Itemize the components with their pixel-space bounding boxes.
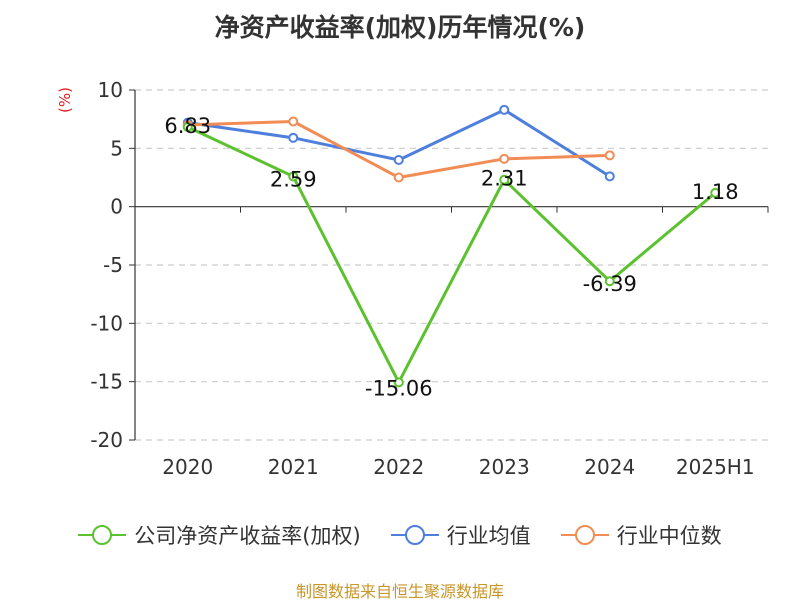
legend-item-industry-mean[interactable]: 行业均值 bbox=[390, 520, 531, 550]
legend-label: 行业均值 bbox=[446, 524, 531, 548]
legend-label: 行业中位数 bbox=[616, 524, 722, 548]
data-point bbox=[604, 150, 615, 161]
data-label: 2.31 bbox=[481, 167, 528, 191]
data-point bbox=[710, 187, 721, 198]
data-point bbox=[604, 276, 615, 287]
series-line bbox=[187, 120, 610, 179]
data-point bbox=[288, 132, 299, 143]
data-point bbox=[288, 171, 299, 182]
x-tick-label: 2023 bbox=[479, 455, 530, 479]
data-label: 1.18 bbox=[692, 180, 739, 204]
y-tick-label: -10 bbox=[90, 311, 123, 335]
data-point bbox=[288, 116, 299, 127]
series-line bbox=[187, 108, 611, 178]
legend-label: 公司净资产收益率(加权) bbox=[134, 524, 361, 548]
y-tick-label: -5 bbox=[103, 253, 123, 277]
x-tick-label: 2024 bbox=[584, 455, 635, 479]
legend-marker-icon bbox=[560, 525, 609, 545]
data-point bbox=[604, 171, 615, 182]
data-source-note: 制图数据来自恒生聚源数据库 bbox=[295, 582, 504, 601]
y-tick-label: 10 bbox=[98, 78, 123, 102]
x-tick-label: 2020 bbox=[162, 455, 213, 479]
data-label: 2.59 bbox=[270, 167, 317, 191]
series-line bbox=[187, 125, 717, 384]
data-label: -6.39 bbox=[583, 272, 637, 296]
x-tick-label: 2022 bbox=[373, 455, 424, 479]
legend-item-company-roe[interactable]: 公司净资产收益率(加权) bbox=[78, 520, 361, 550]
data-label: -15.06 bbox=[365, 376, 433, 400]
legend-marker-icon bbox=[390, 525, 439, 545]
data-label: 6.83 bbox=[164, 114, 211, 138]
legend-item-industry-median[interactable]: 行业中位数 bbox=[560, 520, 722, 550]
data-point bbox=[393, 155, 404, 165]
chart-title: 净资产收益率(加权)历年情况(%) bbox=[214, 13, 586, 42]
data-point bbox=[499, 174, 510, 185]
data-point bbox=[393, 377, 404, 388]
data-point bbox=[393, 172, 404, 183]
x-tick-label: 2021 bbox=[268, 455, 319, 479]
data-point bbox=[499, 153, 510, 164]
y-tick-label: -15 bbox=[90, 370, 123, 394]
legend-marker-icon bbox=[78, 525, 127, 545]
y-tick-label: 0 bbox=[110, 195, 123, 219]
x-tick-label: 2025H1 bbox=[676, 455, 755, 479]
data-point bbox=[182, 121, 193, 132]
y-tick-label: 5 bbox=[110, 136, 123, 160]
y-tick-label: -20 bbox=[90, 428, 123, 452]
data-point bbox=[499, 104, 510, 115]
legend: 公司净资产收益率(加权) 行业均值 行业中位数 bbox=[0, 520, 800, 550]
